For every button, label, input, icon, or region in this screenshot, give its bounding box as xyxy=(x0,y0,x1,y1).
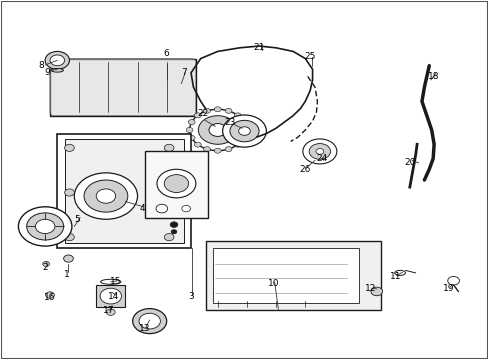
Circle shape xyxy=(188,120,195,125)
Circle shape xyxy=(447,276,458,285)
Circle shape xyxy=(240,120,247,125)
Circle shape xyxy=(315,149,323,154)
FancyBboxPatch shape xyxy=(50,59,196,116)
Circle shape xyxy=(189,109,245,151)
Circle shape xyxy=(164,175,188,193)
Circle shape xyxy=(64,234,74,241)
Ellipse shape xyxy=(394,270,405,275)
Circle shape xyxy=(203,147,210,152)
Bar xyxy=(64,139,183,243)
Circle shape xyxy=(186,127,193,132)
Circle shape xyxy=(242,127,249,132)
Text: 1: 1 xyxy=(64,270,70,279)
Text: 14: 14 xyxy=(107,292,119,301)
Circle shape xyxy=(42,261,49,266)
Text: 26: 26 xyxy=(299,165,310,174)
Text: 15: 15 xyxy=(110,277,121,286)
Circle shape xyxy=(50,55,64,66)
Circle shape xyxy=(234,142,241,147)
Circle shape xyxy=(229,120,259,142)
Circle shape xyxy=(45,292,54,298)
Ellipse shape xyxy=(51,68,63,72)
Circle shape xyxy=(84,180,127,212)
Text: 8: 8 xyxy=(38,61,44,70)
Circle shape xyxy=(198,116,237,144)
Text: 5: 5 xyxy=(74,215,80,224)
Text: 2: 2 xyxy=(42,263,48,272)
Text: 6: 6 xyxy=(163,49,169,58)
Circle shape xyxy=(157,169,196,198)
Circle shape xyxy=(240,135,247,140)
Circle shape xyxy=(214,107,221,112)
Circle shape xyxy=(64,189,74,196)
Circle shape xyxy=(208,123,226,136)
Circle shape xyxy=(370,287,382,296)
Text: 10: 10 xyxy=(267,279,279,288)
Circle shape xyxy=(106,309,115,315)
Circle shape xyxy=(171,230,177,234)
Circle shape xyxy=(238,127,250,135)
Text: 11: 11 xyxy=(388,272,400,281)
Circle shape xyxy=(234,113,241,118)
Circle shape xyxy=(139,313,160,329)
Text: 17: 17 xyxy=(102,306,114,315)
Circle shape xyxy=(45,51,69,69)
Circle shape xyxy=(203,108,210,113)
Text: 9: 9 xyxy=(44,68,50,77)
Text: 20: 20 xyxy=(403,158,415,167)
Circle shape xyxy=(170,222,178,228)
Circle shape xyxy=(164,234,174,241)
Text: 23: 23 xyxy=(224,118,235,127)
Circle shape xyxy=(132,309,166,334)
Circle shape xyxy=(164,189,174,196)
Text: 4: 4 xyxy=(139,204,145,213)
Circle shape xyxy=(214,148,221,153)
Circle shape xyxy=(224,108,231,113)
Circle shape xyxy=(302,139,336,164)
Circle shape xyxy=(164,144,174,152)
Text: 18: 18 xyxy=(427,72,439,81)
Text: 12: 12 xyxy=(365,284,376,293)
Circle shape xyxy=(194,113,201,118)
Bar xyxy=(205,241,380,310)
Text: 3: 3 xyxy=(188,292,194,301)
Circle shape xyxy=(194,142,201,147)
Circle shape xyxy=(27,213,63,240)
Text: 25: 25 xyxy=(304,52,315,61)
Circle shape xyxy=(308,144,330,159)
Bar xyxy=(57,134,191,248)
Ellipse shape xyxy=(101,279,121,284)
Circle shape xyxy=(35,219,55,234)
Circle shape xyxy=(188,135,195,140)
Circle shape xyxy=(74,173,137,219)
Bar xyxy=(50,59,196,116)
Text: 19: 19 xyxy=(442,284,453,293)
Text: 24: 24 xyxy=(316,154,327,163)
Circle shape xyxy=(182,205,190,212)
Circle shape xyxy=(19,207,72,246)
Bar xyxy=(144,152,207,217)
Circle shape xyxy=(156,204,167,213)
Text: 13: 13 xyxy=(139,324,150,333)
Circle shape xyxy=(96,189,116,203)
Circle shape xyxy=(224,147,231,152)
Circle shape xyxy=(100,288,121,304)
Circle shape xyxy=(64,144,74,152)
Text: 21: 21 xyxy=(253,43,264,52)
Text: 7: 7 xyxy=(181,68,186,77)
Text: 22: 22 xyxy=(197,109,208,118)
Bar xyxy=(96,285,125,307)
Text: 16: 16 xyxy=(44,293,56,302)
Bar xyxy=(212,248,358,303)
Circle shape xyxy=(63,255,73,262)
Circle shape xyxy=(222,115,266,147)
